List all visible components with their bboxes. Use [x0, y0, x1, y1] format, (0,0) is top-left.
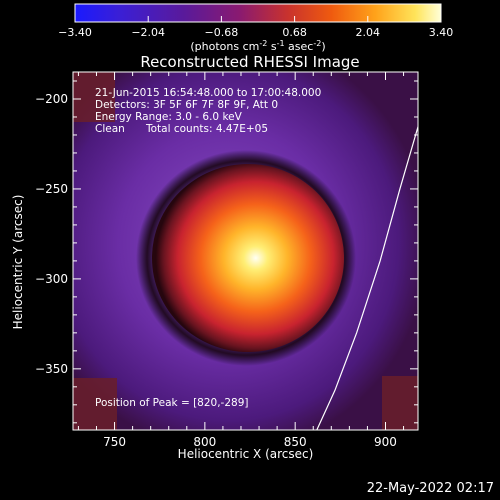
colorbar: −3.40 −2.04 −0.68 0.68 2.04 3.40 (photons cm-… — [58, 3, 453, 53]
x-axis-label: Heliocentric X (arcsec) — [177, 447, 314, 461]
y-axis-label: Heliocentric Y (arcsec) — [11, 194, 25, 330]
x-axis-ticks: 750 800 850 900 — [77, 72, 405, 449]
plot-frame — [72, 71, 419, 431]
colorbar-tick-label: −2.04 — [131, 26, 165, 39]
y-tick-label: −200 — [35, 92, 68, 106]
detectors: Detectors: 3F 5F 6F 7F 8F 9F, Att 0 — [95, 99, 279, 111]
colorbar-tick-label: 3.40 — [429, 26, 454, 39]
colorbar-tick-label: 2.04 — [356, 26, 381, 39]
y-tick-label: −250 — [35, 182, 68, 196]
colorbar-gradient — [74, 3, 442, 23]
y-tick-label: −350 — [35, 362, 68, 376]
solar-limb-line — [316, 124, 418, 430]
flare-source — [152, 164, 344, 352]
colorbar-tick-label: −0.68 — [205, 26, 239, 39]
time-range: 21-Jun-2015 16:54:48.000 to 17:00:48.000 — [95, 87, 322, 99]
y-tick-label: −300 — [35, 272, 68, 286]
total-counts: Total counts: 4.47E+05 — [146, 123, 269, 135]
energy-range: Energy Range: 3.0 - 6.0 keV — [95, 111, 242, 123]
colorbar-tick-label: −3.40 — [58, 26, 92, 39]
chart-title: Reconstructed RHESSI Image — [140, 53, 360, 71]
corner-br — [382, 376, 418, 430]
corner-tl — [73, 72, 115, 122]
peak-position: Position of Peak = [820,-289] — [95, 397, 249, 409]
x-tick-label: 800 — [193, 435, 216, 449]
colorbar-tick-label: 0.68 — [282, 26, 307, 39]
algorithm: Clean — [95, 123, 125, 135]
corner-bl — [73, 378, 117, 430]
colorbar-ticks: −3.40 −2.04 −0.68 0.68 2.04 3.40 — [58, 16, 453, 39]
x-tick-label: 750 — [103, 435, 126, 449]
x-tick-label: 900 — [374, 435, 397, 449]
x-tick-label: 850 — [284, 435, 307, 449]
plot-date: 22-May-2022 02:17 — [366, 481, 494, 496]
y-axis-ticks: −200 −250 −300 −350 — [35, 80, 418, 424]
colorbar-unit-label: (photons cm-2 s-1 asec-2) — [190, 39, 325, 53]
